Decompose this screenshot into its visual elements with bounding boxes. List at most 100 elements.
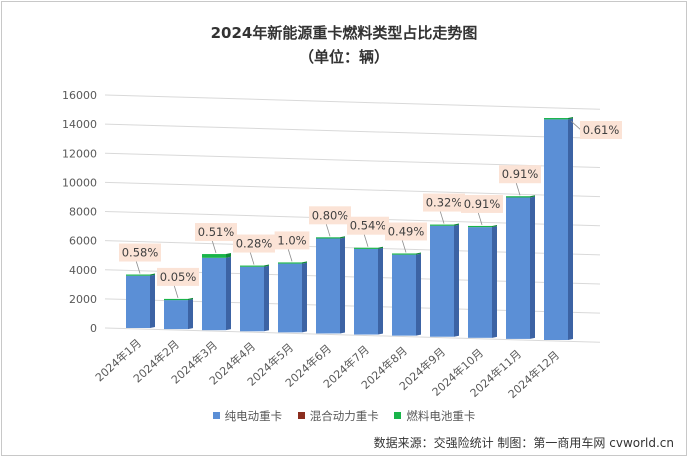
y-tick-label: 10000: [62, 176, 97, 189]
gridline: [104, 327, 601, 343]
bar-electric-side: [226, 256, 231, 331]
y-tick-label: 14000: [62, 118, 97, 131]
bar-fuelcell: [392, 253, 416, 255]
data-label: 0.91%: [502, 167, 539, 181]
bar-fuelcell: [354, 247, 378, 249]
legend-swatch-fuelcell: [394, 412, 402, 419]
bar-fuelcell: [164, 298, 188, 301]
bar-electric: [392, 254, 416, 336]
bar-electric-side: [530, 196, 535, 339]
data-label-leader: [570, 120, 582, 131]
bar-electric: [316, 238, 340, 334]
bar-electric-side: [150, 274, 155, 328]
data-label-leader: [515, 182, 521, 196]
legend-label-fuelcell: 燃料电池重卡: [406, 409, 476, 423]
y-tick-label: 12000: [62, 147, 97, 160]
data-label-leader: [439, 210, 445, 224]
bar-fuelcell-side: [378, 246, 383, 249]
bar-electric: [240, 266, 264, 332]
bar-fuelcell: [430, 224, 454, 226]
bar-fuelcell: [202, 254, 226, 258]
data-label: 0.91%: [464, 197, 501, 211]
bar-fuelcell-side: [302, 261, 307, 264]
bar-electric-side: [340, 237, 345, 334]
bar-electric: [164, 300, 188, 330]
bar-electric: [126, 275, 150, 328]
legend-item-electric: 纯电动重卡: [212, 408, 282, 424]
bar-electric: [202, 257, 226, 331]
y-tick-label: 2000: [69, 293, 97, 306]
data-label-leader: [249, 251, 255, 265]
y-tick-label: 6000: [69, 235, 97, 248]
bar-fuelcell: [468, 225, 492, 228]
bar-electric-side: [568, 118, 573, 340]
data-label-leader: [287, 248, 293, 262]
data-label-leader: [325, 223, 331, 237]
chart-title: 2024年新能源重卡燃料类型占比走势图: [210, 24, 478, 42]
data-label-bg: [274, 231, 310, 250]
data-label: 0.49%: [388, 224, 425, 238]
y-tick-label: 0: [90, 322, 97, 335]
data-label-bg: [499, 165, 541, 184]
bar-electric: [468, 227, 492, 338]
gridline: [104, 94, 601, 110]
data-label-leader: [401, 239, 407, 253]
data-label-leader: [477, 211, 483, 226]
bar-fuelcell: [240, 265, 264, 267]
data-label: 1.0%: [277, 233, 306, 247]
data-label: 0.05%: [160, 270, 197, 284]
data-label-bg: [423, 193, 465, 212]
data-label-leader: [211, 239, 217, 254]
bar-fuelcell: [316, 237, 340, 239]
y-tick-label: 16000: [62, 89, 97, 102]
bar-electric-side: [264, 265, 269, 332]
legend-label-hybrid: 混合动力重卡: [309, 409, 379, 423]
source-note: 数据来源：交强险统计 制图：第一商用车网 cvworld.cn: [373, 436, 674, 450]
bar-electric: [506, 197, 530, 339]
legend-item-fuelcell: 燃料电池重卡: [394, 408, 475, 424]
data-label-leader: [135, 260, 141, 274]
bar-electric-side: [454, 224, 459, 337]
data-label-bg: [119, 243, 161, 262]
data-label: 0.28%: [236, 237, 273, 251]
data-label-bg: [233, 234, 275, 253]
y-tick-label: 4000: [69, 264, 97, 277]
data-label-bg: [385, 222, 427, 241]
bar-electric: [430, 225, 454, 337]
bar-electric-side: [378, 247, 383, 335]
bar-electric-side: [302, 262, 307, 333]
bar-fuelcell-side: [226, 253, 231, 258]
bar-electric: [278, 263, 302, 333]
data-label-bg: [157, 267, 199, 286]
bar-fuelcell-side: [530, 195, 535, 198]
data-label-bg: [309, 206, 351, 225]
gridline: [104, 123, 601, 139]
chart-legend: 纯电动重卡 混合动力重卡 燃料电池重卡: [0, 408, 688, 424]
data-label-bg: [461, 194, 503, 213]
data-label-bg: [347, 216, 389, 235]
bar-fuelcell: [506, 196, 530, 198]
bar-electric-side: [416, 253, 421, 336]
bar-fuelcell-side: [568, 117, 573, 120]
bar-electric: [354, 248, 378, 335]
data-label: 0.54%: [350, 219, 387, 233]
data-label: 0.32%: [426, 196, 463, 210]
bar-fuelcell: [126, 274, 150, 276]
bar-fuelcell: [544, 118, 568, 120]
gridline: [104, 152, 601, 168]
data-label-leader: [173, 284, 179, 299]
legend-swatch-hybrid: [297, 412, 305, 419]
data-label-bg: [195, 223, 237, 242]
bar-fuelcell-side: [416, 252, 421, 255]
bar-electric: [544, 119, 568, 340]
gridline: [104, 181, 601, 198]
data-label: 0.51%: [198, 225, 235, 239]
y-tick-label: 8000: [69, 206, 97, 219]
data-label: 0.61%: [583, 123, 620, 137]
data-label-leader: [363, 233, 369, 247]
legend-item-hybrid: 混合动力重卡: [297, 408, 379, 424]
bar-fuelcell-side: [454, 223, 459, 226]
chart-subtitle: （单位：辆）: [298, 48, 389, 66]
bar-fuelcell-side: [188, 297, 193, 301]
